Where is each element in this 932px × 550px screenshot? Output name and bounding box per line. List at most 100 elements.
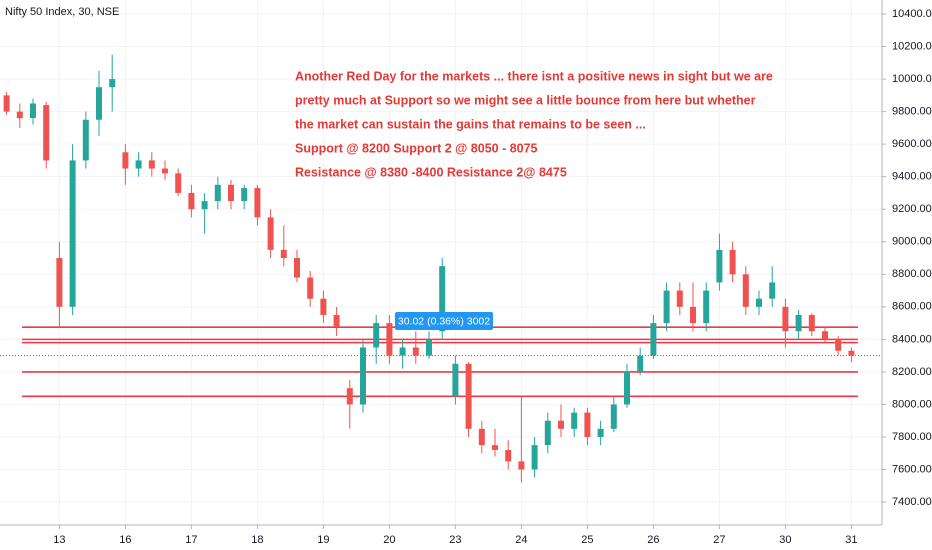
candle-body [3,95,10,112]
candle-body [716,249,723,283]
y-tick-label: 8000.00 [892,398,932,410]
candle-body [412,347,419,356]
candle-body [162,168,168,174]
y-tick-label: 8400.00 [892,333,932,345]
candle-body [769,282,776,299]
candle-body [439,266,446,332]
candle-body [584,412,591,437]
y-tick-label: 7400.00 [892,496,932,508]
annotation-line: Resistance @ 8380 -8400 Resistance 2@ 84… [295,165,567,179]
y-tick-label: 9600.00 [892,138,932,150]
x-tick-label: 27 [713,534,725,546]
annotation: Another Red Day for the markets ... ther… [295,69,773,179]
x-tick-label: 18 [251,534,263,546]
x-tick-label: 16 [119,534,131,546]
axes: 7400.00 7600.00 7800.00 8000.00 8200.00 8400.… [53,8,932,546]
y-tick-label: 10200.00 [892,40,932,52]
candle-body [571,412,578,429]
y-tick-label: 9800.00 [892,106,932,118]
annotation-line: pretty much at Support so we might see a… [295,93,756,107]
y-tick-label: 8200.00 [892,366,932,378]
x-tick-label: 25 [581,534,593,546]
candle-body [399,347,406,356]
candle-body [386,323,393,356]
candle-body [228,184,234,202]
candle-body [320,298,327,315]
candle-body [452,363,459,397]
candle-body [624,371,630,405]
candle-body [30,103,36,119]
candle-body [505,450,512,462]
x-tick-label: 23 [449,534,461,546]
candle-body [676,290,683,307]
candle-body [544,420,551,446]
candle-body [518,461,525,470]
candle-body [795,314,802,332]
candle-body [82,119,89,161]
candle-body [267,217,274,250]
y-tick-label: 9000.00 [892,236,932,248]
candle-body [597,428,604,437]
candle-body [214,184,221,202]
candle-body [69,160,76,307]
candle-body [346,388,353,405]
candle-body [650,323,657,356]
candle-body [729,249,736,275]
candle-body [148,160,155,169]
candles [3,54,855,483]
tooltip: 30.02 (0.36%) 3002 [398,315,490,327]
candle-body [333,314,340,327]
candle-body [96,87,102,120]
candle-body [109,79,116,88]
x-tick-label: 26 [647,534,659,546]
candle-body [360,347,366,405]
y-tick-label: 9200.00 [892,203,932,215]
x-tick-label: 19 [317,534,329,546]
y-tick-label: 8800.00 [892,268,932,280]
tooltip-box [395,312,493,330]
candle-body [241,188,248,202]
candle-body [531,445,538,470]
candle-body [465,363,472,429]
y-tick-label: 10000.00 [892,73,932,85]
x-tick-label: 30 [779,534,791,546]
candle-body [122,152,129,169]
candle-body [426,339,432,356]
x-tick-label: 13 [53,534,65,546]
candle-body [135,160,142,169]
y-tick-label: 7600.00 [892,463,932,475]
candle-body [822,331,828,340]
candle-body [808,314,815,332]
candle-body [703,290,710,324]
candle-body [294,258,300,278]
candle-body [56,258,63,307]
candle-body [848,350,855,356]
y-tick-label: 9400.00 [892,171,932,183]
candle-body [742,274,749,307]
candle-body [254,188,261,218]
candle-body [175,173,182,193]
candle-body [690,306,696,324]
x-tick-label: 17 [185,534,197,546]
annotation-line: the market can sustain the gains that re… [295,117,646,131]
candle-body [756,298,762,307]
x-tick-label: 24 [515,534,527,546]
annotation-line: Another Red Day for the markets ... ther… [295,69,773,83]
candle-body [835,339,842,351]
candle-body [663,290,670,324]
candle-body [637,355,644,372]
candle-body [478,428,485,446]
candle-body [280,249,287,259]
y-tick-label: 8600.00 [892,301,932,313]
candle-body [610,404,617,429]
y-tick-label: 7800.00 [892,431,932,443]
y-tick-label: 10400.00 [892,8,932,20]
candle-body [43,105,50,161]
candle-body [201,201,208,210]
annotation-line: Support @ 8200 Support 2 @ 8050 - 8075 [295,141,538,155]
candle-body [558,420,564,429]
candle-body [16,111,23,119]
grid [0,0,882,525]
